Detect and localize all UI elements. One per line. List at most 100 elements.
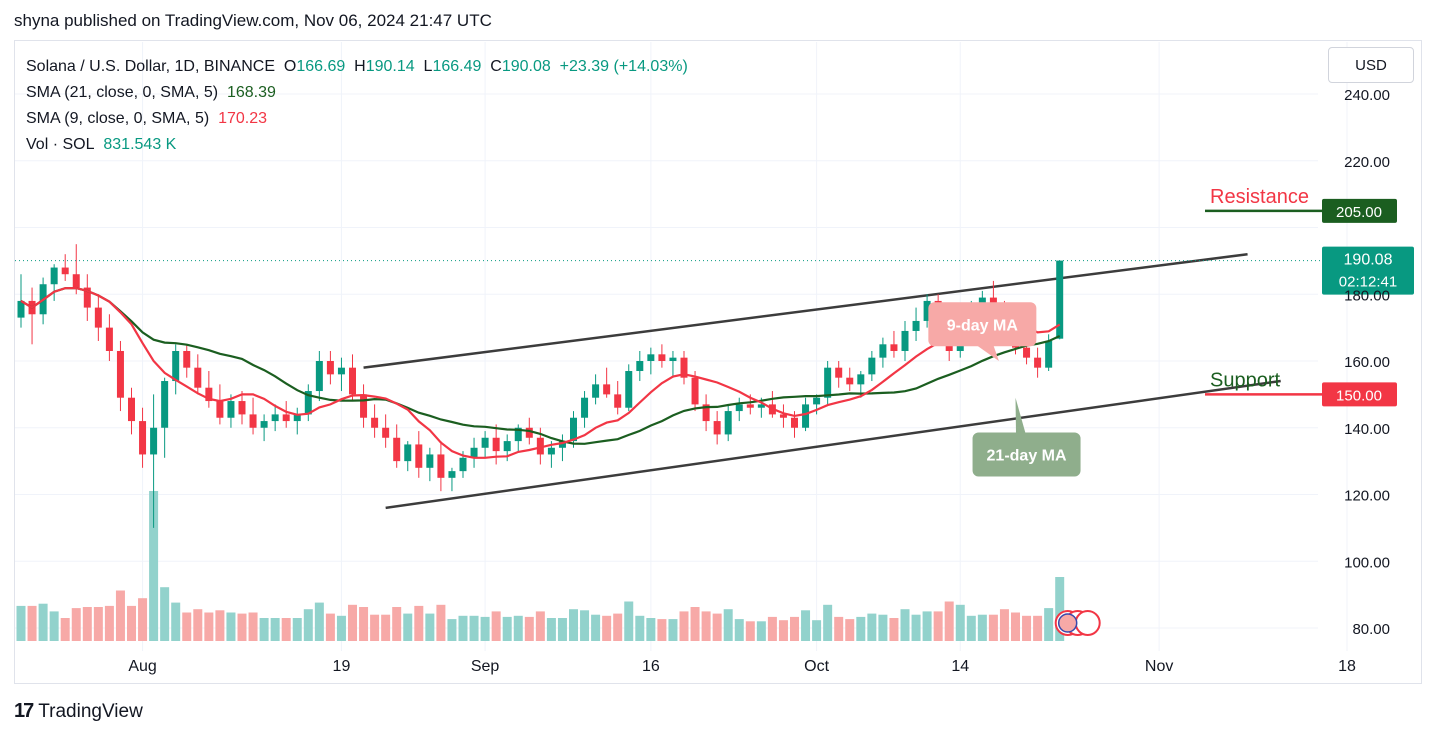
x-tick-label: 16	[642, 658, 660, 675]
volume-bar	[38, 603, 48, 641]
candle-body	[547, 447, 555, 455]
candle-body	[724, 411, 732, 435]
volume-bar	[535, 611, 545, 641]
candle-body	[1045, 340, 1053, 368]
candle-body	[691, 377, 699, 405]
legend-sma21-row[interactable]: SMA (21, close, 0, SMA, 5) 168.39	[26, 80, 688, 106]
volume-bar	[447, 619, 457, 641]
candle-body	[315, 361, 323, 392]
volume-bar	[215, 610, 225, 641]
volume-bar	[569, 609, 578, 641]
candle-body	[514, 427, 522, 442]
volume-bar	[999, 609, 1009, 641]
candle-body	[1056, 260, 1064, 339]
legend-volume-row[interactable]: Vol · SOL 831.543 K	[26, 132, 688, 158]
volume-bar	[248, 612, 258, 641]
x-tick-label: Nov	[1145, 658, 1173, 675]
candle-body	[802, 404, 810, 428]
volume-bar	[812, 620, 822, 641]
candle-body	[481, 437, 489, 448]
volume-bar	[546, 618, 556, 641]
x-tick-label: 14	[951, 658, 969, 675]
candle-body	[194, 367, 202, 388]
candle-body	[592, 384, 600, 398]
legend-sma9-row[interactable]: SMA (9, close, 0, SMA, 5) 170.23	[26, 106, 688, 132]
volume-bar	[480, 616, 490, 641]
volume-bar	[900, 609, 910, 641]
annotation-pointer	[972, 342, 999, 361]
legend-ohlc-row[interactable]: Solana / U.S. Dollar, 1D, BINANCE O166.6…	[26, 54, 688, 80]
legend-sma21-value: 168.39	[226, 84, 276, 101]
candle-body	[128, 397, 135, 422]
volume-bar	[1033, 615, 1043, 641]
volume-bar	[955, 604, 965, 641]
level-label-support: Support	[1210, 369, 1280, 391]
volume-bar	[966, 615, 976, 641]
candle-body	[304, 391, 312, 415]
y-tick-label: 140.00	[1344, 421, 1390, 438]
volume-bar	[115, 590, 125, 641]
volume-bar	[226, 612, 236, 641]
chart-legend: Solana / U.S. Dollar, 1D, BINANCE O166.6…	[26, 54, 688, 158]
candle-body	[647, 354, 655, 361]
candle-body	[658, 354, 666, 361]
candle-body	[437, 454, 445, 478]
volume-bar	[71, 608, 81, 641]
volume-bar	[458, 615, 468, 641]
legend-open-label: O	[283, 58, 297, 75]
legend-volume-label: Vol · SOL	[26, 136, 95, 153]
legend-high-label: H	[354, 58, 366, 75]
volume-bar	[591, 614, 601, 641]
chart-frame[interactable]	[14, 40, 1422, 684]
candle-body	[757, 404, 765, 408]
currency-button[interactable]: USD	[1328, 47, 1414, 83]
volume-bar	[336, 615, 346, 641]
candle-body	[227, 401, 235, 418]
volume-bar	[270, 618, 280, 641]
candle-body	[326, 361, 334, 375]
candle-body	[349, 367, 356, 395]
x-tick-label: Oct	[804, 658, 829, 675]
volume-bar	[502, 616, 512, 641]
candle-body	[558, 441, 566, 448]
volume-bar	[745, 621, 755, 641]
footer-brand-name: TradingView	[38, 700, 143, 722]
volume-bar	[944, 601, 954, 641]
y-tick-label: 80.00	[1352, 621, 1390, 638]
last-price-countdown: 02:12:41	[1339, 274, 1397, 291]
volume-bar	[845, 619, 855, 641]
x-tick-label: 19	[333, 658, 351, 675]
last-price-value: 190.08	[1344, 252, 1393, 269]
us-flag-event-icon	[1074, 610, 1101, 636]
candle-body	[625, 371, 633, 408]
footer-brand[interactable]: 17 TradingView	[14, 700, 143, 723]
candle-body	[150, 427, 158, 455]
volume-bar	[933, 611, 943, 641]
volume-bar	[977, 614, 987, 641]
volume-bar	[823, 604, 833, 641]
candle-body	[293, 414, 301, 422]
volume-bar	[922, 611, 932, 641]
y-tick-label: 120.00	[1344, 488, 1390, 505]
volume-bar	[425, 613, 435, 641]
candle-body	[912, 320, 920, 331]
candle-body	[459, 457, 467, 472]
volume-bar	[602, 615, 612, 641]
candle-body	[713, 421, 721, 435]
candle-body	[525, 427, 533, 438]
x-tick-label: 18	[1338, 658, 1356, 675]
y-tick-label: 100.00	[1344, 554, 1390, 571]
last-price-tag	[1322, 246, 1414, 295]
volume-bar	[292, 618, 302, 641]
candle-body	[116, 350, 124, 398]
candle-body	[83, 287, 91, 308]
candle-body	[1023, 347, 1031, 358]
volume-bar	[668, 619, 678, 641]
candle-body	[669, 357, 677, 361]
candle-body	[746, 404, 754, 408]
volume-bar	[469, 615, 479, 641]
price-tag-text-support: 150.00	[1336, 387, 1382, 404]
x-tick-label: Sep	[471, 658, 500, 675]
annotation-label: 21-day MA	[987, 447, 1067, 464]
